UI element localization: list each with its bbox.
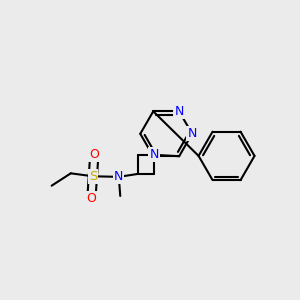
Text: O: O [86,192,96,205]
Text: N: N [175,105,184,118]
Text: N: N [188,127,197,140]
Text: N: N [114,170,124,183]
Text: O: O [89,148,99,161]
Text: N: N [149,148,159,161]
Text: S: S [89,170,97,183]
